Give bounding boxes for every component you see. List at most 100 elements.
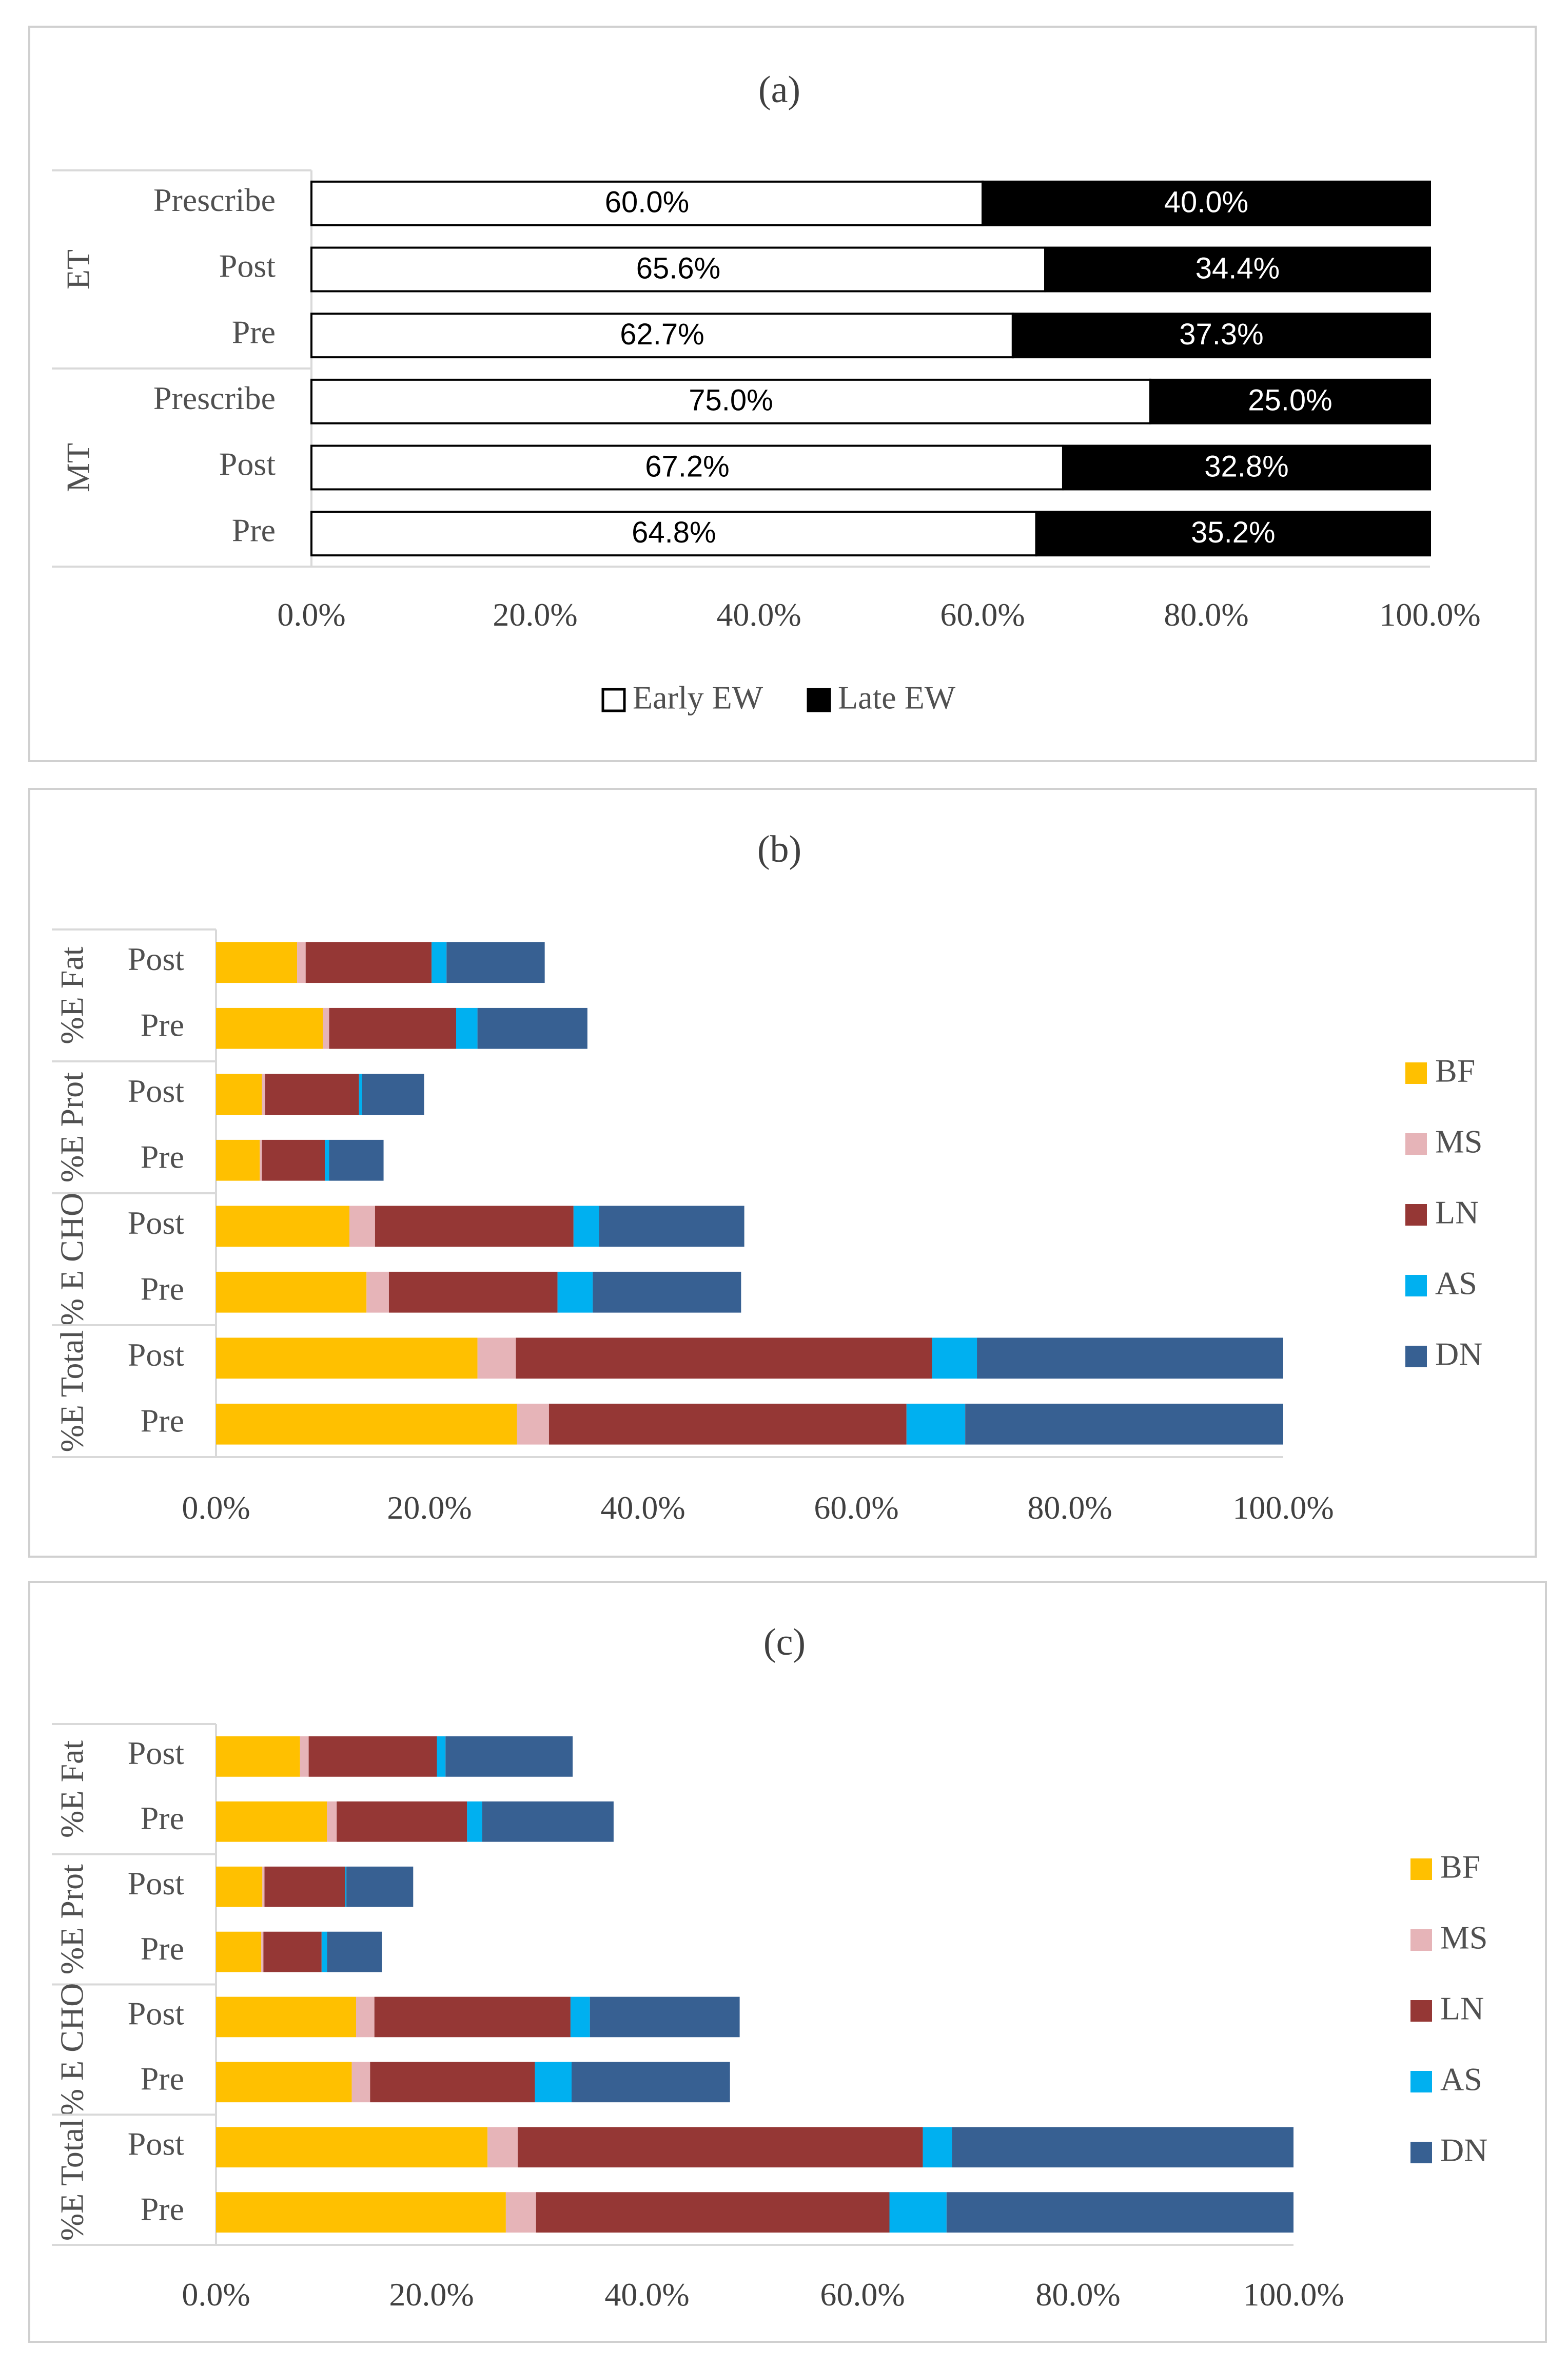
chart-c-bar-ms-e-fat-post [300, 1736, 309, 1777]
chart-a-legend-label-late-ew: Late EW [838, 680, 956, 716]
chart-b-bar-bf-e-total-post [216, 1337, 478, 1379]
chart-b-legend-swatch-ln [1405, 1204, 1427, 1226]
chart-c-bar-bf-e-cho-pre [216, 2062, 352, 2103]
chart-c-bar-bf-e-prot-post [216, 1866, 263, 1907]
chart-b-bar-ln-e-fat-post [305, 942, 432, 983]
chart-b-category-label-e-total-pre: Pre [141, 1402, 184, 1439]
chart-a-bar-early-ew-et-pre [310, 313, 1014, 359]
chart-b-legend-label-bf: BF [1435, 1053, 1475, 1089]
chart-c-x-tick-1: 20.0% [389, 2276, 474, 2313]
chart-a-bar-late-ew-et-post [1044, 246, 1431, 293]
chart-c-bar-dn-e-total-post [952, 2127, 1293, 2168]
chart-a-data-label-early-ew-et-post: 65.6% [636, 251, 720, 285]
chart-b-bar-ln-e-cho-post [375, 1206, 574, 1247]
chart-a-data-label-late-ew-et-pre: 37.3% [1179, 318, 1263, 351]
chart-c-x-tick-5: 100.0% [1243, 2276, 1344, 2313]
chart-b-bar-ln-e-total-post [516, 1337, 932, 1379]
chart-a-data-label-late-ew-et-post: 34.4% [1195, 251, 1280, 285]
chart-a-category-label-et-pre: Pre [232, 314, 276, 350]
chart-a-data-label-early-ew-et-prescribe: 60.0% [605, 186, 689, 219]
chart-b-category-label-e-prot-post: Post [128, 1073, 185, 1109]
chart-a-data-label-early-ew-et-pre: 62.7% [620, 318, 704, 351]
chart-c-group-label-e-cho: % E CHO [54, 1983, 90, 2117]
chart-a-bar-late-ew-mt-prescribe [1149, 378, 1431, 424]
chart-c-bar-ln-e-total-pre [536, 2192, 890, 2233]
chart-a-bar-early-ew-mt-pre [310, 511, 1037, 557]
chart-c-category-label-e-cho-post: Post [128, 1995, 185, 2032]
chart-b-legend-label-ln: LN [1435, 1194, 1479, 1231]
chart-b-title: (b) [757, 828, 801, 870]
chart-c-bar-ln-e-fat-post [308, 1736, 437, 1777]
chart-c-category-label-e-prot-pre: Pre [141, 1930, 184, 1967]
chart-c-bar-dn-e-cho-pre [572, 2062, 730, 2103]
chart-a-category-label-et-post: Post [219, 248, 276, 284]
chart-c-legend-swatch-dn [1410, 2142, 1432, 2163]
chart-c-bar-ln-e-cho-post [374, 1996, 571, 2038]
chart-a-title: (a) [758, 69, 800, 111]
chart-b-legend-swatch-as [1405, 1275, 1427, 1296]
chart-a-bar-late-ew-mt-post [1062, 444, 1431, 491]
chart-c-legend-label-ln: LN [1440, 1990, 1484, 2027]
chart-b-group-label-e-total: %E Total [54, 1330, 90, 1452]
chart-b-bar-as-e-total-pre [906, 1403, 966, 1445]
chart-c-category-label-e-prot-post: Post [128, 1865, 185, 1902]
chart-a-category-label-mt-prescribe: Prescribe [153, 380, 276, 416]
chart-a-x-tick-1: 20.0% [493, 596, 577, 633]
chart-b-group-label-e-cho: % E CHO [54, 1193, 90, 1326]
chart-b-bar-dn-e-prot-post [362, 1074, 424, 1115]
chart-c-x-tick-4: 80.0% [1035, 2276, 1120, 2313]
chart-a-legend-label-early-ew: Early EW [633, 680, 763, 716]
chart-c-category-label-e-fat-post: Post [128, 1735, 185, 1771]
chart-c-bar-ms-e-total-post [487, 2127, 518, 2168]
chart-c-bar-ms-e-cho-post [356, 1996, 375, 2038]
chart-c-bar-ms-e-prot-pre [261, 1931, 264, 1972]
chart-c-bar-as-e-fat-post [437, 1736, 446, 1777]
chart-c-bar-ms-e-prot-post [262, 1866, 265, 1907]
chart-b-x-tick-1: 20.0% [387, 1489, 472, 1526]
chart-b-legend-swatch-ms [1405, 1133, 1427, 1155]
chart-a-data-label-late-ew-mt-pre: 35.2% [1191, 516, 1275, 549]
chart-b-category-label-e-total-post: Post [128, 1336, 185, 1373]
chart-b-bar-as-e-total-post [932, 1337, 977, 1379]
chart-b-bar-ln-e-prot-post [265, 1074, 359, 1115]
chart-a-bar-late-ew-et-prescribe [982, 180, 1431, 226]
chart-a-bar-early-ew-mt-post [310, 444, 1064, 491]
chart-b-bar-bf-e-prot-post [216, 1074, 262, 1115]
chart-a-data-label-early-ew-mt-prescribe: 75.0% [689, 384, 773, 417]
chart-c-category-label-e-cho-pre: Pre [141, 2061, 184, 2097]
chart-b-x-tick-2: 40.0% [600, 1489, 685, 1526]
chart-b-bar-dn-e-total-pre [965, 1403, 1283, 1445]
chart-a-data-label-late-ew-mt-prescribe: 25.0% [1248, 384, 1332, 417]
chart-b-bar-ms-e-fat-pre [323, 1007, 329, 1049]
chart-b-x-tick-0: 0.0% [182, 1489, 250, 1526]
chart-b-bar-as-e-fat-pre [456, 1007, 478, 1049]
chart-c-bar-as-e-cho-pre [535, 2062, 572, 2103]
chart-b-svg: (b) %E Fat %E Prot % E CHO %E Total Post Pre Po… [52, 828, 1483, 1526]
chart-c-group-label-e-prot: %E Prot [54, 1864, 90, 1974]
chart-a-data-label-late-ew-et-prescribe: 40.0% [1164, 186, 1248, 219]
chart-a-data-label-early-ew-mt-post: 67.2% [645, 450, 729, 483]
chart-c-x-tick-3: 60.0% [820, 2276, 905, 2313]
chart-b-bar-as-e-prot-post [359, 1074, 362, 1115]
chart-b-bar-ms-e-total-pre [517, 1403, 549, 1445]
chart-b-x-tick-3: 60.0% [814, 1489, 898, 1526]
chart-b-group-label-e-prot: %E Prot [54, 1072, 90, 1182]
chart-c-bar-bf-e-prot-pre [216, 1931, 262, 1972]
chart-c-bar-as-e-fat-pre [467, 1801, 482, 1842]
chart-c-bar-dn-e-prot-post [346, 1866, 414, 1907]
chart-b-bar-dn-e-prot-pre [329, 1139, 384, 1181]
chart-b-category-label-e-prot-pre: Pre [141, 1138, 184, 1175]
chart-b-x-tick-5: 100.0% [1232, 1489, 1334, 1526]
chart-b-bar-as-e-cho-post [573, 1206, 599, 1247]
chart-b-legend-swatch-bf [1405, 1062, 1427, 1084]
chart-b-bar-dn-e-cho-post [599, 1206, 744, 1247]
chart-a-bar-early-ew-mt-prescribe [310, 378, 1151, 424]
chart-c-legend-swatch-as [1410, 2071, 1432, 2092]
chart-c-legend-label-ms: MS [1440, 1920, 1488, 1956]
chart-b-bar-ln-e-total-pre [548, 1403, 907, 1445]
chart-c-svg: (c) %E Fat %E Prot % E CHO%E Total Post Pre Po… [52, 1621, 1488, 2313]
chart-b-bar-bf-e-prot-pre [216, 1139, 260, 1181]
chart-c-x-tick-2: 40.0% [604, 2276, 689, 2313]
chart-b-bar-ms-e-prot-pre [260, 1139, 262, 1181]
chart-b-bar-bf-e-cho-post [216, 1206, 349, 1247]
